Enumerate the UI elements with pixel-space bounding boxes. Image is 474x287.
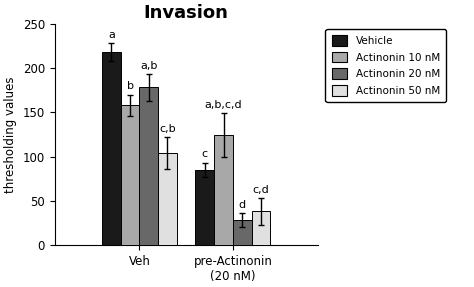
Text: c: c: [202, 149, 208, 159]
Y-axis label: thresholding values: thresholding values: [4, 76, 17, 193]
Text: c,d: c,d: [253, 185, 269, 195]
Bar: [121, 105, 139, 245]
Text: c,b: c,b: [159, 123, 176, 133]
Bar: [139, 88, 158, 245]
Text: d: d: [238, 200, 246, 210]
Bar: [158, 153, 177, 245]
Bar: [214, 135, 233, 245]
Title: Invasion: Invasion: [144, 4, 228, 22]
Text: a,b,c,d: a,b,c,d: [205, 100, 242, 110]
Bar: [195, 170, 214, 245]
Bar: [233, 220, 252, 245]
Legend: Vehicle, Actinonin 10 nM, Actinonin 20 nM, Actinonin 50 nM: Vehicle, Actinonin 10 nM, Actinonin 20 n…: [326, 29, 446, 102]
Text: b: b: [127, 81, 134, 91]
Text: a: a: [108, 30, 115, 40]
Bar: [102, 52, 121, 245]
Bar: [252, 212, 270, 245]
Text: a,b: a,b: [140, 61, 157, 71]
